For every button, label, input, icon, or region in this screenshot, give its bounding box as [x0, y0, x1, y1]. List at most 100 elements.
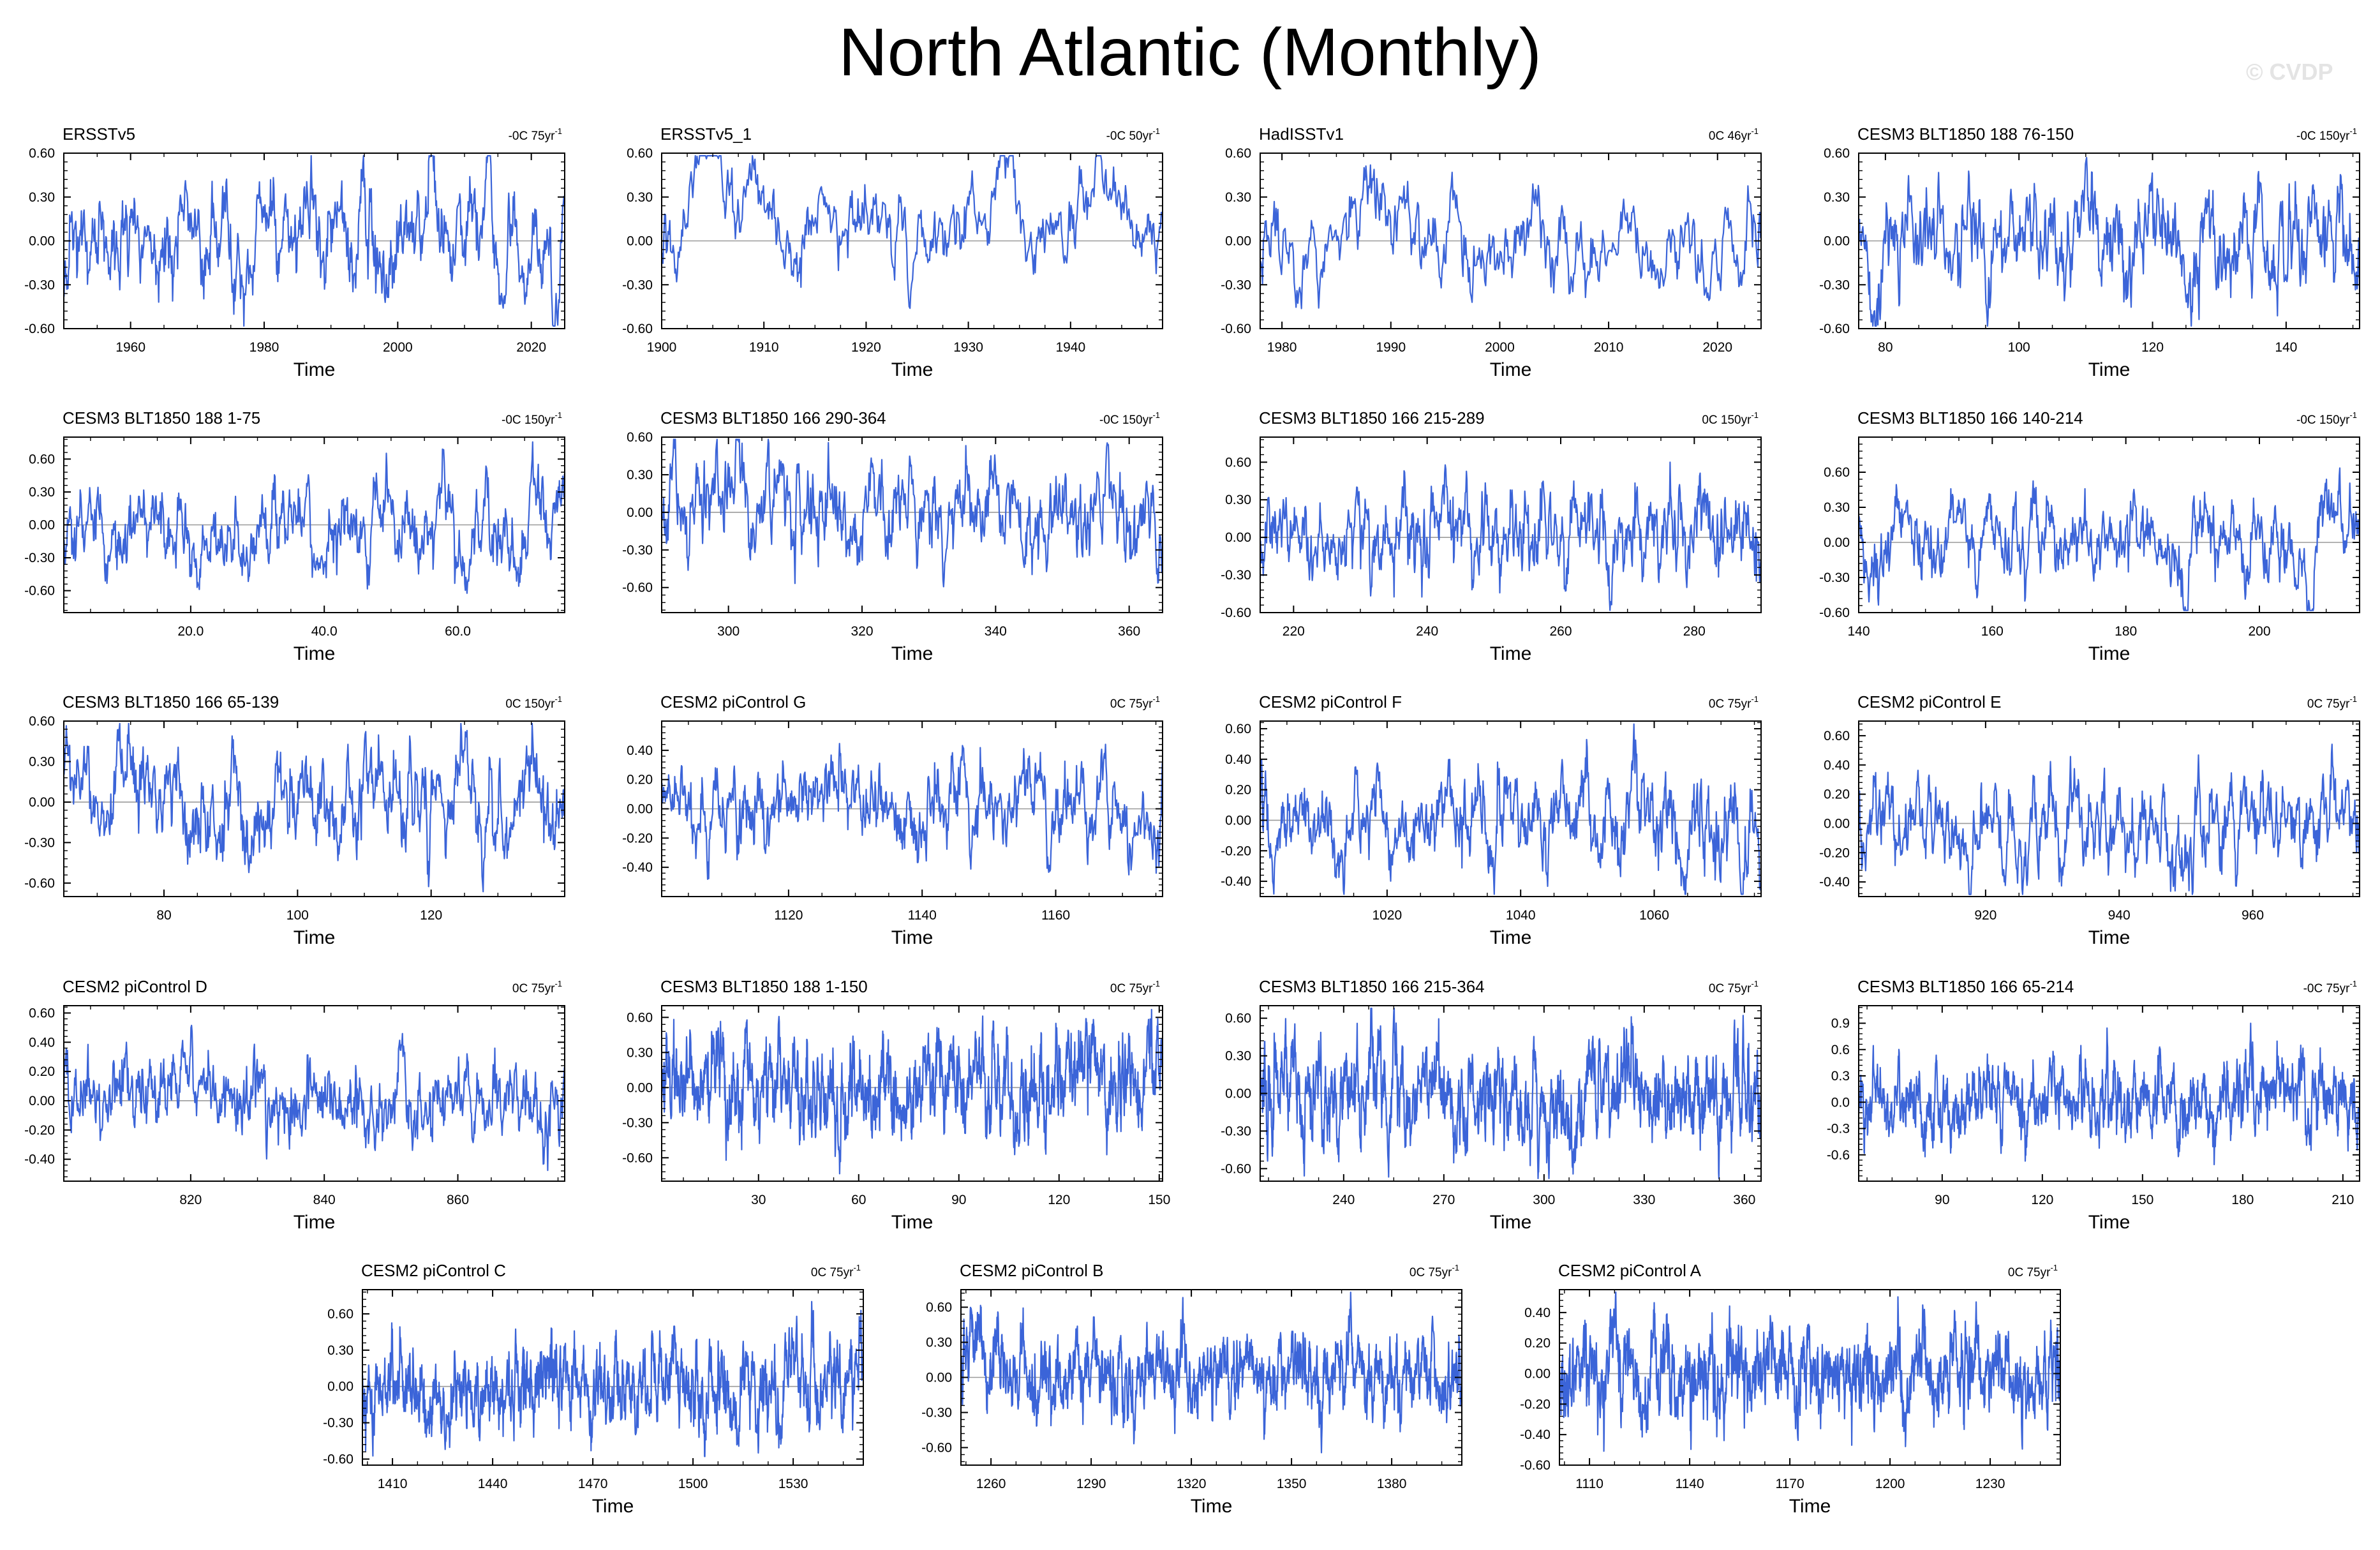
y-tick-label: -0.60 — [1221, 606, 1251, 620]
y-tick-label: 0.30 — [29, 754, 55, 769]
x-tick-label: 1020 — [1372, 908, 1402, 923]
y-tick-label: -0.30 — [24, 835, 55, 850]
x-tick-label: 1110 — [1575, 1477, 1603, 1491]
x-tick-label: 1440 — [478, 1477, 508, 1491]
y-tick-label: -0.40 — [1520, 1427, 1551, 1442]
series-line — [63, 155, 565, 327]
y-tick-label: 0.30 — [1824, 190, 1850, 205]
trend-exponent: -1 — [1152, 694, 1160, 704]
x-tick-label: 210 — [2332, 1193, 2354, 1207]
y-tick-label: 0.9 — [1831, 1017, 1850, 1031]
trend-exponent: -1 — [1152, 410, 1160, 420]
trend-exponent: -1 — [554, 126, 562, 136]
panel-title: CESM2 piControl G — [660, 692, 806, 712]
x-tick-label: 2000 — [383, 340, 413, 355]
series-line — [960, 1292, 1462, 1454]
series-line — [1858, 1022, 2360, 1166]
y-tick-label: 0.00 — [29, 234, 55, 249]
x-tick-label: 1470 — [578, 1477, 608, 1491]
trend-exponent: -1 — [554, 979, 562, 988]
trend-value: -0C 150yr — [502, 414, 555, 427]
y-tick-label: 0.3 — [1831, 1069, 1850, 1084]
y-tick-label: 0.00 — [1225, 530, 1251, 545]
trend-exponent: -1 — [1751, 126, 1759, 136]
panel-16: -0.6 -0.3 0.0 0.3 0.6 0.9 90 120 150 180 210 CESM3 … — [1827, 977, 2360, 1233]
panel-title: CESM3 BLT1850 166 65-139 — [63, 692, 279, 712]
x-axis-label: Time — [891, 927, 933, 948]
y-tick-label: -0.60 — [1819, 322, 1850, 336]
y-tick-label: 0.30 — [29, 190, 55, 205]
x-tick-label: 1230 — [1975, 1477, 2005, 1491]
x-tick-label: 80 — [1878, 340, 1893, 355]
panel-title: CESM3 BLT1850 188 1-150 — [660, 977, 868, 996]
y-tick-label: -0.30 — [622, 543, 653, 558]
y-tick-label: 0.60 — [627, 146, 653, 161]
y-tick-label: 0.40 — [627, 743, 653, 758]
trend-value: -0C 150yr — [2296, 130, 2350, 143]
trend-annotation: -0C 150yr-1 — [1099, 410, 1160, 427]
trend-exponent: -1 — [1152, 126, 1160, 136]
y-tick-label: -0.20 — [1819, 846, 1850, 860]
y-tick-label: -0.30 — [622, 278, 653, 292]
y-tick-label: 0.40 — [29, 1035, 55, 1050]
y-tick-label: -0.60 — [323, 1452, 353, 1467]
y-tick-label: -0.40 — [1819, 875, 1850, 890]
y-tick-label: -0.60 — [622, 581, 653, 595]
trend-value: 0C 75yr — [512, 982, 555, 995]
series-line — [63, 441, 565, 594]
y-tick-label: 0.20 — [29, 1064, 55, 1079]
trend-exponent: -1 — [2050, 1263, 2058, 1272]
y-tick-label: -0.30 — [622, 1115, 653, 1130]
x-axis-label: Time — [2088, 643, 2131, 664]
x-tick-label: 2000 — [1485, 340, 1515, 355]
y-tick-label: 0.00 — [1824, 816, 1850, 831]
x-tick-label: 1040 — [1506, 908, 1536, 923]
x-axis-label: Time — [891, 643, 933, 664]
x-tick-label: 1140 — [908, 908, 937, 923]
y-tick-label: 0.40 — [1225, 752, 1251, 767]
x-tick-label: 300 — [1533, 1193, 1555, 1207]
series-line — [661, 438, 1163, 588]
y-tick-label: -0.3 — [1827, 1122, 1850, 1136]
panel-title: CESM2 piControl D — [63, 977, 207, 996]
y-tick-label: 0.30 — [29, 485, 55, 500]
panel-title: CESM3 BLT1850 188 76-150 — [1857, 124, 2074, 144]
panel-13: -0.40 -0.20 0.00 0.20 0.40 0.60 820 840 860 CESM2… — [24, 977, 565, 1233]
x-tick-label: 120 — [2141, 340, 2164, 355]
y-tick-label: -0.20 — [1221, 844, 1251, 858]
series-line — [661, 1009, 1163, 1175]
trend-annotation: -0C 50yr-1 — [1106, 126, 1160, 143]
x-tick-label: 220 — [1283, 624, 1305, 639]
trend-annotation: -0C 150yr-1 — [2296, 126, 2357, 143]
panel-5: -0.60 -0.30 0.00 0.30 0.60 20.0 40.0 60.0 CESM3 … — [24, 408, 565, 664]
x-axis-label: Time — [294, 643, 336, 664]
trend-value: 0C 75yr — [2307, 697, 2350, 711]
plot-frame — [1858, 1005, 2360, 1182]
series-line — [1260, 723, 1762, 895]
trend-annotation: 0C 75yr-1 — [1709, 979, 1759, 995]
trend-exponent: -1 — [853, 1263, 861, 1272]
series-line — [1858, 467, 2360, 611]
x-tick-label: 860 — [447, 1193, 469, 1207]
trend-annotation: 0C 75yr-1 — [1110, 694, 1160, 711]
x-tick-label: 1990 — [1376, 340, 1406, 355]
y-tick-label: -0.60 — [1520, 1458, 1551, 1473]
y-tick-label: 0.00 — [1225, 234, 1251, 249]
y-tick-label: 0.00 — [627, 1080, 653, 1095]
x-axis-label: Time — [1490, 1212, 1532, 1233]
trend-value: -0C 75yr — [509, 130, 556, 143]
y-tick-label: 0.60 — [627, 1010, 653, 1025]
y-tick-label: -0.60 — [24, 322, 55, 336]
y-tick-label: 0.30 — [627, 468, 653, 482]
trend-annotation: -0C 75yr-1 — [2303, 979, 2357, 995]
trend-value: 0C 75yr — [2008, 1266, 2051, 1279]
y-tick-label: 0.60 — [1225, 722, 1251, 736]
x-tick-label: 920 — [1974, 908, 1997, 923]
trend-value: 0C 46yr — [1709, 130, 1752, 143]
series-line — [1559, 1291, 2061, 1452]
panel-title: CESM3 BLT1850 166 290-364 — [660, 408, 886, 428]
plot-frame — [1858, 720, 2360, 897]
trend-value: 0C 75yr — [1110, 982, 1153, 995]
x-tick-label: 1290 — [1076, 1477, 1106, 1491]
